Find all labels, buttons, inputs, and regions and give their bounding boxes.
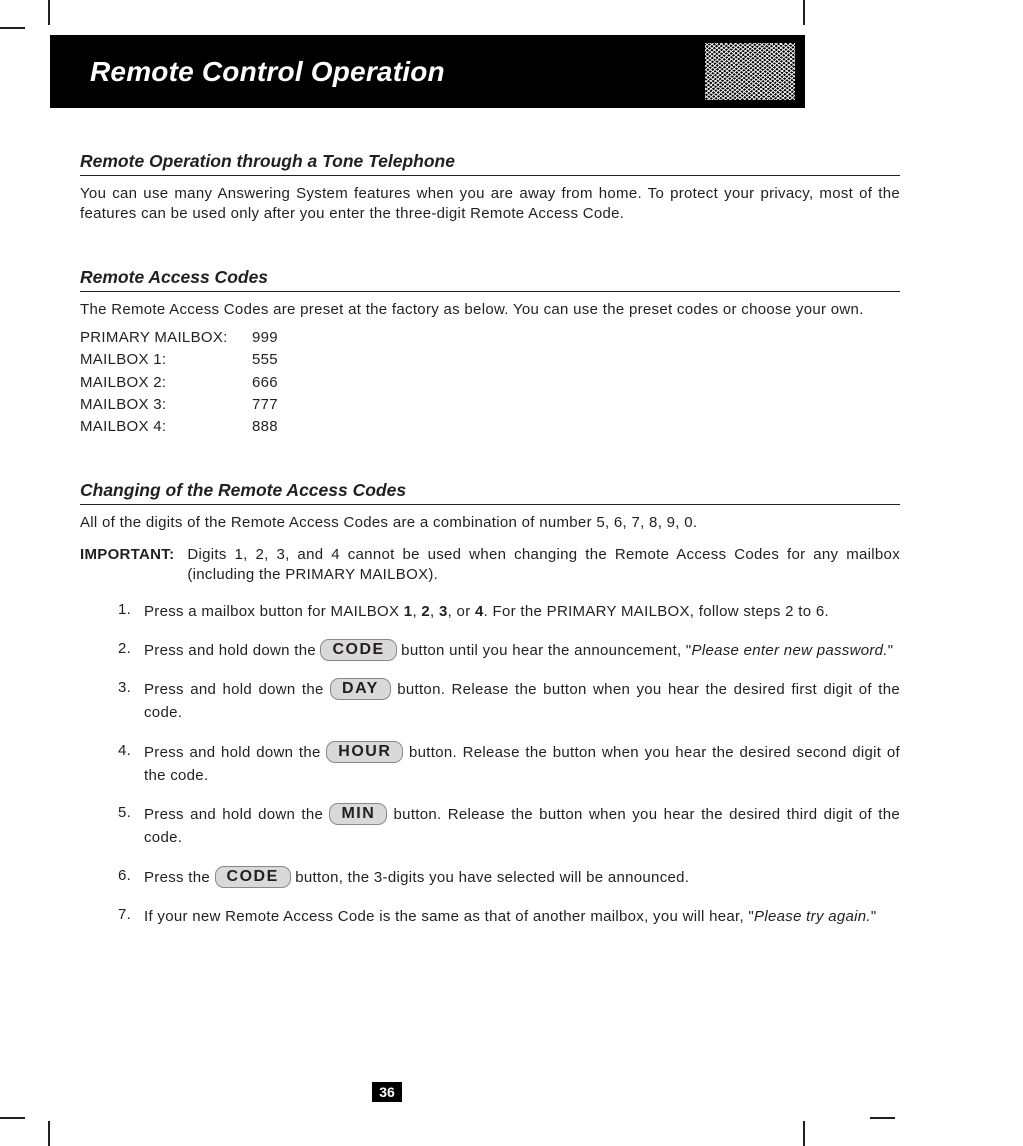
step-text: Press the CODE button, the 3-digits you … xyxy=(144,866,900,889)
crop-mark xyxy=(803,1121,805,1146)
banner-texture xyxy=(705,43,795,100)
section-access-codes: Remote Access Codes The Remote Access Co… xyxy=(80,266,900,437)
page-number-value: 36 xyxy=(379,1084,395,1100)
page-content: Remote Operation through a Tone Telephon… xyxy=(80,150,900,970)
page-number: 36 xyxy=(372,1082,402,1102)
step-item: 5. Press and hold down the MIN button. R… xyxy=(80,803,900,850)
keycap-day: DAY xyxy=(330,678,391,700)
step-text: Press and hold down the MIN button. Rele… xyxy=(144,803,900,850)
crop-mark xyxy=(0,27,25,29)
code-value: 888 xyxy=(252,417,278,437)
step-number: 1. xyxy=(118,600,144,623)
step-item: 4. Press and hold down the HOUR button. … xyxy=(80,741,900,788)
step-number: 5. xyxy=(118,803,144,850)
code-row: MAILBOX 2: 666 xyxy=(80,373,900,393)
step-item: 6. Press the CODE button, the 3-digits y… xyxy=(80,866,900,889)
code-label: PRIMARY MAILBOX: xyxy=(80,328,252,348)
code-label: MAILBOX 4: xyxy=(80,417,252,437)
step-text: If your new Remote Access Code is the sa… xyxy=(144,905,900,928)
important-note: IMPORTANT: Digits 1, 2, 3, and 4 cannot … xyxy=(80,545,900,586)
page-banner: Remote Control Operation xyxy=(50,35,805,108)
step-number: 4. xyxy=(118,741,144,788)
step-item: 2. Press and hold down the CODE button u… xyxy=(80,639,900,662)
important-text: Digits 1, 2, 3, and 4 cannot be used whe… xyxy=(187,545,900,586)
step-text: Press a mailbox button for MAILBOX 1, 2,… xyxy=(144,600,900,623)
section-heading: Changing of the Remote Access Codes xyxy=(80,479,900,505)
code-label: MAILBOX 3: xyxy=(80,395,252,415)
step-text: Press and hold down the HOUR button. Rel… xyxy=(144,741,900,788)
crop-mark xyxy=(48,0,50,25)
step-text: Press and hold down the CODE button unti… xyxy=(144,639,900,662)
keycap-code: CODE xyxy=(215,866,291,888)
step-number: 6. xyxy=(118,866,144,889)
keycap-hour: HOUR xyxy=(326,741,403,763)
code-row: MAILBOX 1: 555 xyxy=(80,350,900,370)
section-heading: Remote Access Codes xyxy=(80,266,900,292)
code-label: MAILBOX 2: xyxy=(80,373,252,393)
section-body: You can use many Answering System featur… xyxy=(80,184,900,225)
crop-mark xyxy=(803,0,805,25)
section-intro: The Remote Access Codes are preset at th… xyxy=(80,300,900,320)
crop-mark xyxy=(870,1117,895,1119)
step-item: 3. Press and hold down the DAY button. R… xyxy=(80,678,900,725)
section-intro: All of the digits of the Remote Access C… xyxy=(80,513,900,533)
crop-mark xyxy=(48,1121,50,1146)
section-changing-codes: Changing of the Remote Access Codes All … xyxy=(80,479,900,928)
crop-mark xyxy=(0,1117,25,1119)
step-text: Press and hold down the DAY button. Rele… xyxy=(144,678,900,725)
page-title: Remote Control Operation xyxy=(90,56,445,88)
code-row: PRIMARY MAILBOX: 999 xyxy=(80,328,900,348)
step-item: 7. If your new Remote Access Code is the… xyxy=(80,905,900,928)
keycap-code: CODE xyxy=(320,639,396,661)
code-value: 999 xyxy=(252,328,278,348)
section-heading: Remote Operation through a Tone Telephon… xyxy=(80,150,900,176)
code-value: 666 xyxy=(252,373,278,393)
keycap-min: MIN xyxy=(329,803,387,825)
step-number: 2. xyxy=(118,639,144,662)
section-remote-operation: Remote Operation through a Tone Telephon… xyxy=(80,150,900,224)
steps-list: 1. Press a mailbox button for MAILBOX 1,… xyxy=(80,600,900,929)
important-label: IMPORTANT: xyxy=(80,545,183,586)
step-number: 7. xyxy=(118,905,144,928)
code-value: 555 xyxy=(252,350,278,370)
step-item: 1. Press a mailbox button for MAILBOX 1,… xyxy=(80,600,900,623)
code-value: 777 xyxy=(252,395,278,415)
code-row: MAILBOX 3: 777 xyxy=(80,395,900,415)
code-row: MAILBOX 4: 888 xyxy=(80,417,900,437)
step-number: 3. xyxy=(118,678,144,725)
code-label: MAILBOX 1: xyxy=(80,350,252,370)
